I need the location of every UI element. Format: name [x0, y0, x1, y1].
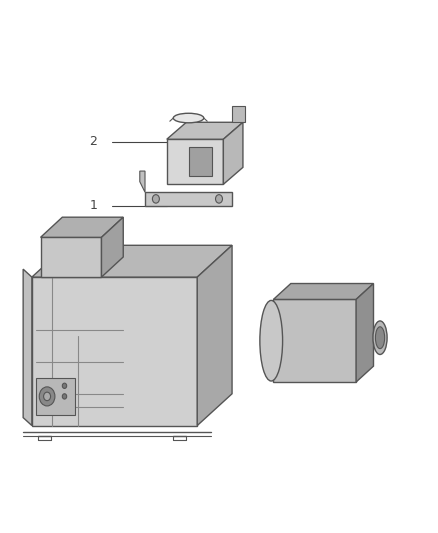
Polygon shape — [36, 378, 75, 415]
Ellipse shape — [260, 301, 283, 381]
Polygon shape — [41, 237, 102, 277]
Circle shape — [215, 195, 223, 203]
Polygon shape — [102, 217, 123, 277]
Circle shape — [39, 387, 55, 406]
Polygon shape — [167, 122, 243, 139]
Polygon shape — [188, 147, 212, 176]
Polygon shape — [32, 277, 197, 425]
Ellipse shape — [373, 321, 387, 354]
Polygon shape — [273, 284, 374, 300]
Polygon shape — [223, 122, 243, 184]
Polygon shape — [32, 245, 232, 277]
Polygon shape — [140, 171, 145, 192]
Text: 2: 2 — [89, 135, 97, 148]
Circle shape — [44, 392, 50, 401]
Polygon shape — [273, 300, 356, 382]
Circle shape — [62, 383, 67, 389]
Polygon shape — [356, 284, 374, 382]
Ellipse shape — [173, 114, 204, 123]
Text: 1: 1 — [89, 199, 97, 212]
Circle shape — [62, 394, 67, 399]
Polygon shape — [232, 107, 245, 122]
Polygon shape — [145, 192, 232, 206]
Polygon shape — [23, 269, 32, 425]
Polygon shape — [167, 139, 223, 184]
Polygon shape — [41, 217, 123, 237]
Polygon shape — [197, 245, 232, 425]
Circle shape — [152, 195, 159, 203]
Ellipse shape — [375, 327, 385, 349]
